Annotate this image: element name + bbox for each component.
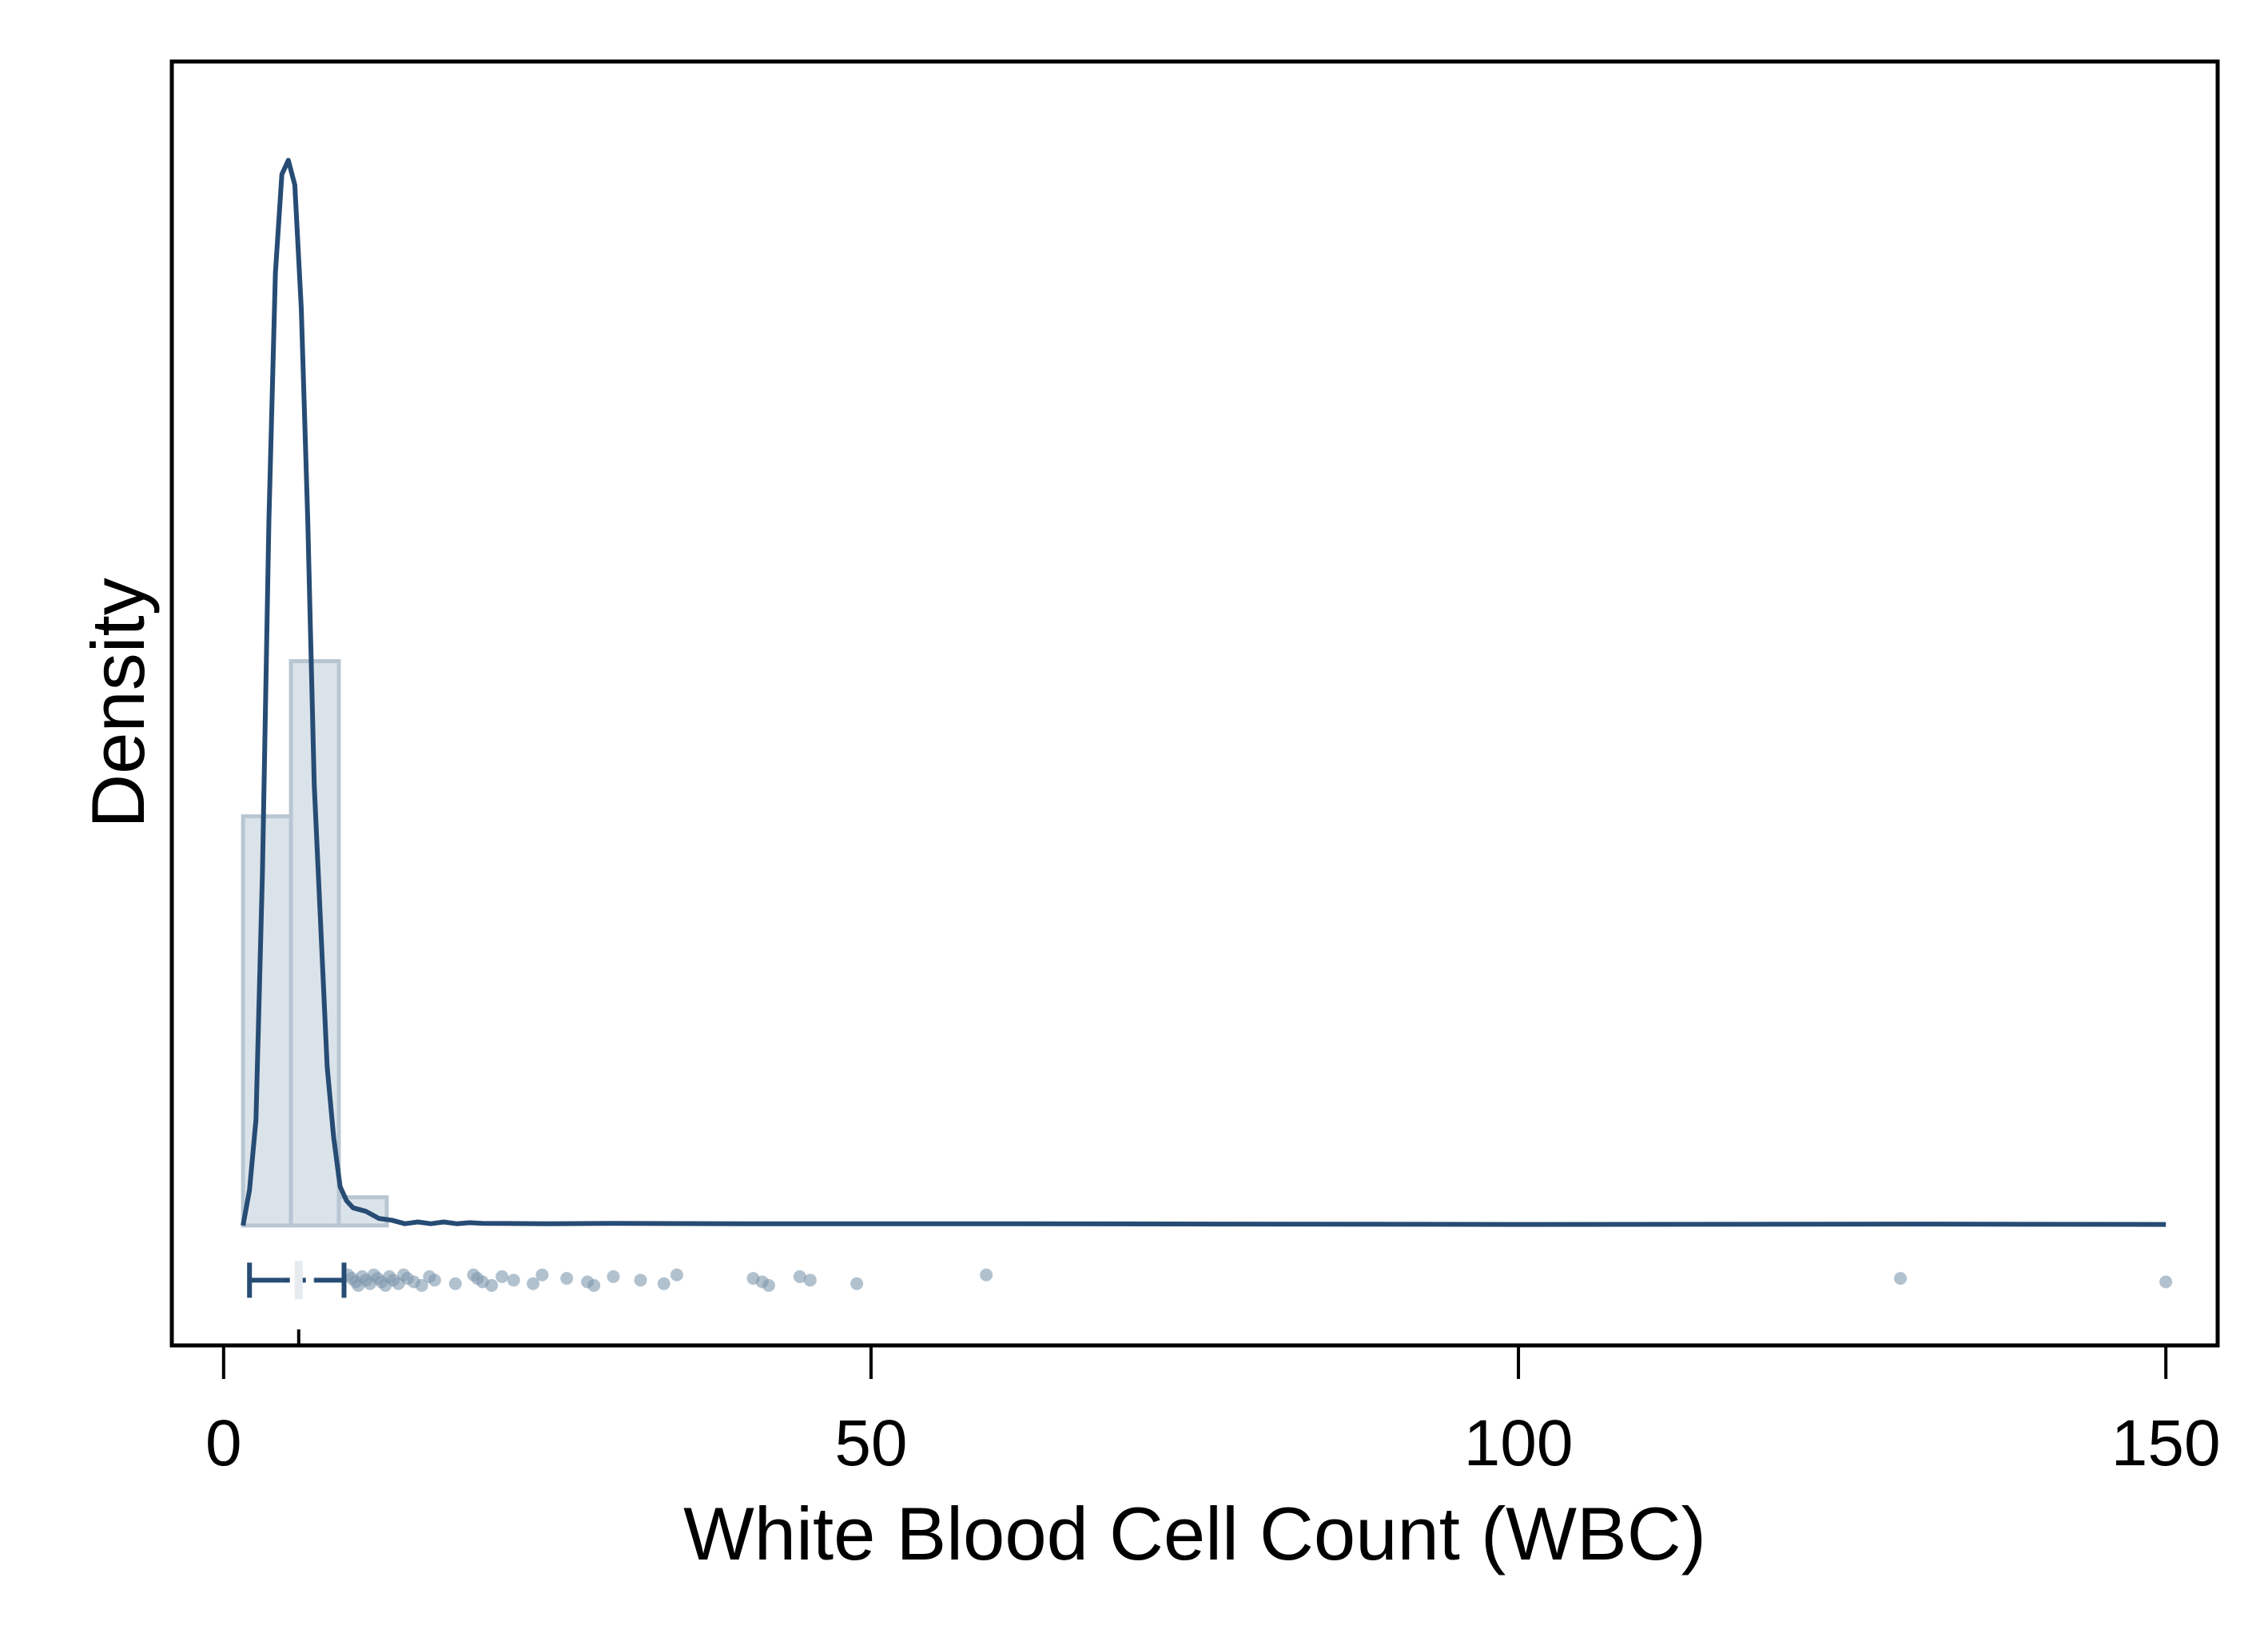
outlier-point [428,1274,441,1287]
outlier-point [634,1274,647,1287]
outlier-point [762,1278,775,1292]
outlier-point [803,1274,817,1287]
x-tick-label: 0 [205,1407,242,1480]
outlier-point [850,1277,864,1290]
outlier-point [535,1268,549,1281]
outlier-point [587,1278,601,1292]
x-axis-ticks: 0 50 100 150 [205,1345,2221,1480]
outlier-point [560,1272,574,1285]
outlier-point [607,1270,620,1283]
outlier-point [448,1277,462,1290]
x-tick-label: 150 [2111,1407,2221,1480]
outlier-point [485,1278,499,1292]
outlier-point [980,1268,993,1281]
plot-frame [169,59,2220,1348]
outlier-point [415,1278,428,1292]
outlier-point [507,1274,520,1287]
density-curve [241,157,2167,1227]
strip-points-layer [341,1268,2173,1292]
x-tick-label: 50 [834,1407,907,1480]
outlier-point [657,1277,670,1290]
outlier-point [2159,1275,2173,1289]
outlier-point [527,1277,540,1290]
outlier-point [1894,1272,1908,1285]
outlier-point [793,1270,806,1283]
boxplot-layer [247,1261,347,1345]
x-axis-title: White Blood Cell Count (WBC) [683,1492,1706,1575]
x-tick-label: 100 [1464,1407,1574,1480]
y-axis-title: Density [76,578,160,828]
outlier-point [495,1270,509,1283]
outlier-point [670,1268,683,1281]
